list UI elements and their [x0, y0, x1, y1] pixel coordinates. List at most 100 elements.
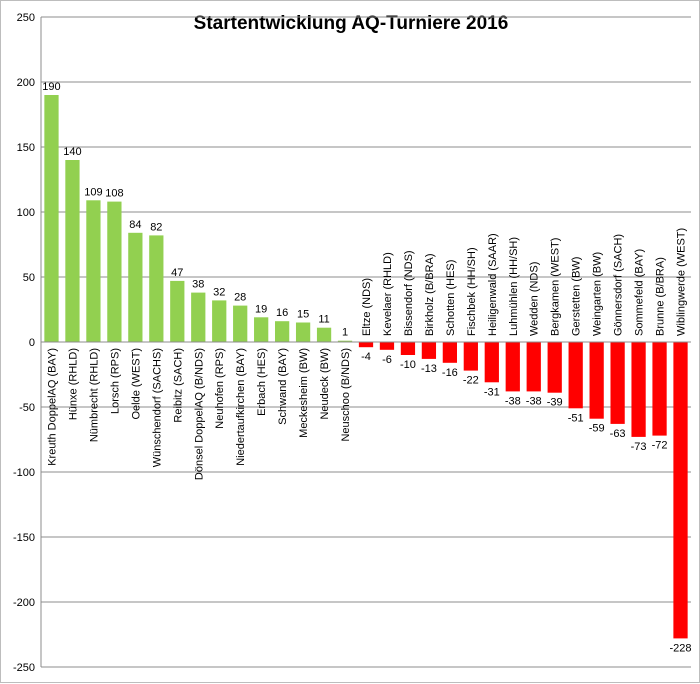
- bar: [128, 232, 143, 342]
- bar: [149, 235, 164, 342]
- x-tick-label: Meckesheim (BW): [298, 348, 310, 438]
- data-label: -72: [652, 440, 668, 452]
- y-tick-label: -50: [19, 402, 35, 414]
- x-tick-label: Lorsch (RPS): [109, 348, 121, 414]
- x-tick-label: Luhmühlen (HH/SH): [508, 237, 520, 336]
- x-tick-label: Kevelaer (RHLD): [382, 252, 394, 336]
- data-label: -228: [670, 642, 692, 654]
- data-label: -63: [610, 428, 626, 440]
- data-label: 11: [318, 314, 329, 326]
- data-label: -13: [421, 363, 437, 375]
- bar: [673, 342, 688, 639]
- bar: [275, 321, 290, 342]
- bar: [379, 342, 395, 350]
- bar: [170, 280, 185, 342]
- bar: [86, 200, 101, 342]
- bar: [442, 342, 457, 363]
- y-tick-label: 250: [17, 12, 35, 24]
- bar: [44, 95, 59, 342]
- y-tick-label: -150: [13, 532, 35, 544]
- bar: [316, 327, 332, 342]
- bar: [547, 342, 562, 393]
- x-tick-label: Bissendorf (NDS): [403, 250, 415, 336]
- data-label: 140: [63, 146, 81, 158]
- x-tick-label: Dönsel DoppelAQ (B/NDS): [193, 348, 205, 480]
- bar: [295, 322, 311, 342]
- data-label: -4: [361, 351, 371, 363]
- data-label: -38: [505, 395, 521, 407]
- x-tick-label: Bergkamen (WEST): [550, 238, 562, 336]
- x-tick-label: Wedden (NDS): [529, 262, 541, 336]
- bar: [484, 342, 499, 383]
- x-tick-label: Oelde (WEST): [130, 348, 142, 420]
- bar: [65, 160, 80, 342]
- data-label: -73: [631, 441, 647, 453]
- bar: [568, 342, 583, 409]
- data-label: 19: [255, 303, 267, 315]
- x-tick-label: Reibitz (SACH): [172, 348, 184, 423]
- x-tick-label: Hünxe (RHLD): [67, 348, 79, 420]
- x-tick-label: Gönnersdorf (SACH): [613, 234, 625, 336]
- data-label: 1: [342, 327, 348, 339]
- y-tick-label: 200: [17, 77, 35, 89]
- bar: [652, 342, 667, 436]
- x-tick-label: Birkholz (B/BRA): [424, 253, 436, 336]
- x-tick-label: Gerstetten (BW): [571, 257, 583, 336]
- y-tick-label: 150: [17, 142, 35, 154]
- x-tick-label: Wiblingwerde (WEST): [676, 228, 688, 336]
- y-tick-label: 100: [17, 207, 35, 219]
- data-label: 108: [105, 188, 123, 200]
- data-label: -22: [463, 375, 479, 387]
- bar: [400, 342, 416, 355]
- x-tick-label: Neuschoo (B/NDS): [340, 348, 352, 442]
- x-tick-label: Wünschendorf (SACHS): [151, 348, 163, 467]
- y-tick-label: -200: [13, 597, 35, 609]
- y-tick-label: 0: [29, 337, 35, 349]
- bar: [631, 342, 646, 437]
- x-tick-label: Brunne (B/BRA): [655, 257, 667, 336]
- x-tick-label: Neudeck (BW): [319, 348, 331, 420]
- x-tick-label: Kreuth DoppelAQ (BAY): [46, 348, 58, 466]
- x-tick-label: Heiligenwald (SAAR): [487, 233, 499, 336]
- bar: [233, 305, 248, 342]
- bar: [610, 342, 625, 424]
- bar: [526, 342, 541, 392]
- data-label: -10: [400, 359, 416, 371]
- bar: [212, 300, 227, 342]
- y-tick-label: -100: [13, 467, 35, 479]
- data-label: -39: [547, 397, 563, 409]
- x-tick-label: Schotten (HES): [445, 260, 457, 336]
- chart-title: Startentwicklung AQ-Turniere 2016: [193, 13, 509, 34]
- bar: [254, 317, 269, 342]
- bar: [421, 342, 437, 359]
- data-label: 190: [42, 81, 60, 93]
- y-tick-label: -250: [13, 662, 35, 674]
- data-label: 84: [129, 219, 141, 231]
- data-label: 15: [297, 309, 309, 321]
- bar: [358, 342, 374, 348]
- x-tick-label: Sommefeld (BAY): [634, 249, 646, 336]
- data-label: -59: [589, 423, 605, 435]
- x-tick-label: Weingarten (BW): [592, 252, 604, 336]
- data-label: -6: [382, 354, 392, 366]
- x-tick-label: Eltze (NDS): [361, 278, 373, 336]
- data-label: -51: [568, 412, 584, 424]
- data-label: 109: [84, 186, 102, 198]
- x-tick-label: Schwand (BAY): [277, 348, 289, 425]
- bar: [191, 292, 206, 342]
- data-label: -38: [526, 395, 542, 407]
- x-tick-label: Neuhofen (RPS): [214, 348, 226, 429]
- data-label: 16: [276, 307, 288, 319]
- x-tick-label: Fischbek (HH/SH): [466, 247, 478, 336]
- y-tick-label: 50: [23, 272, 35, 284]
- data-label: -16: [442, 367, 458, 379]
- x-tick-label: Nümbrecht (RHLD): [88, 348, 100, 442]
- x-tick-label: Niedertaufkirchen (BAY): [235, 348, 247, 466]
- data-label: 32: [213, 286, 225, 298]
- x-tick-label: Erbach (HES): [256, 348, 268, 416]
- bar: [463, 342, 478, 371]
- data-label: 38: [192, 279, 204, 291]
- bar: [505, 342, 520, 392]
